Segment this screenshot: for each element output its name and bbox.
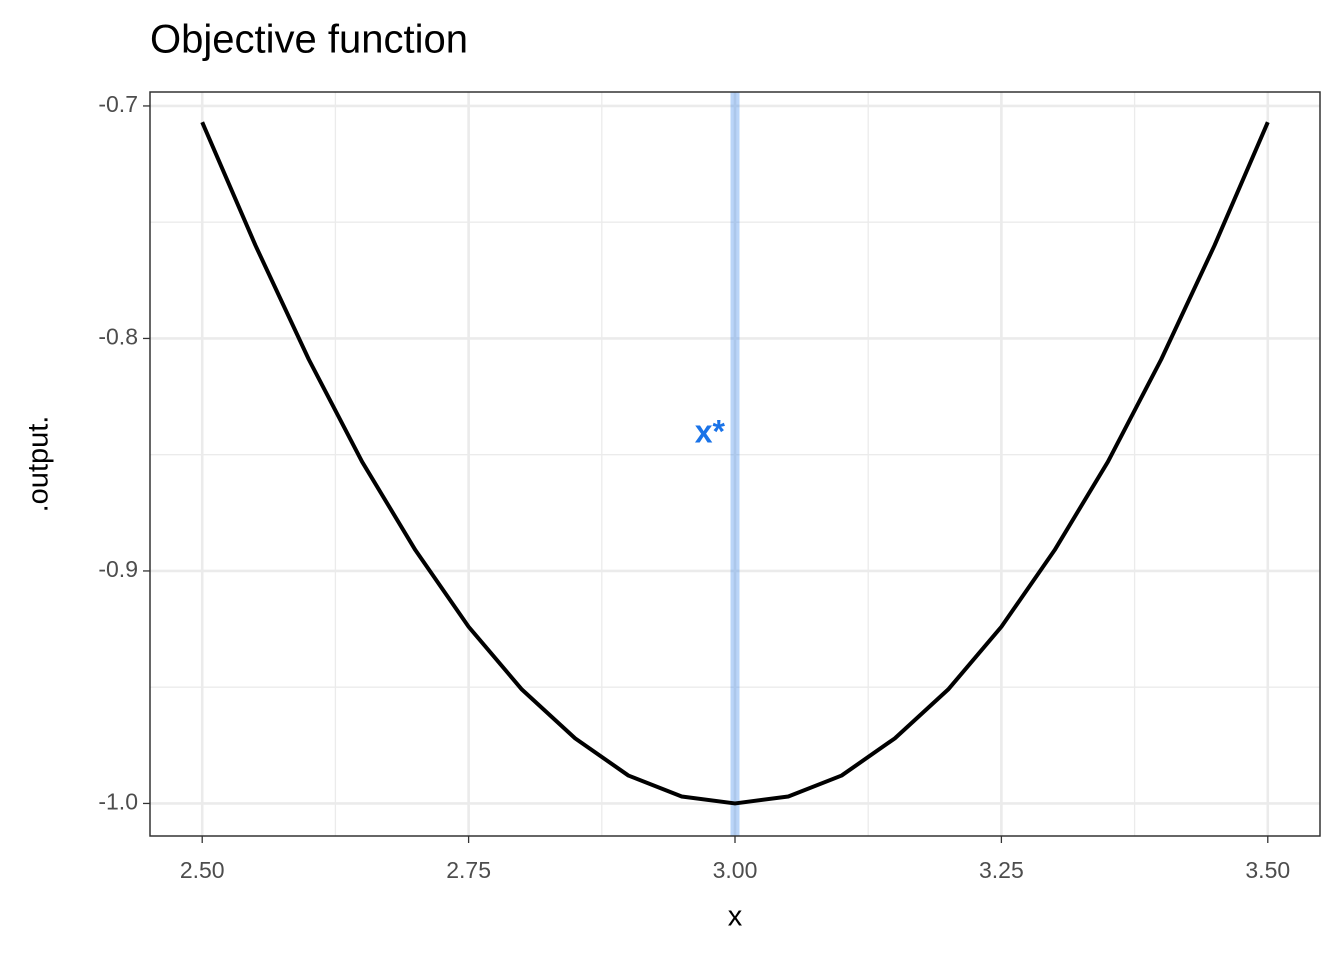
y-tick-label: -0.9 bbox=[98, 556, 138, 582]
x-tick-label: 3.50 bbox=[1245, 857, 1290, 883]
x-tick-label: 3.25 bbox=[979, 857, 1024, 883]
panel-border bbox=[149, 91, 1321, 837]
y-tick-label: -0.8 bbox=[98, 324, 138, 350]
y-tick-label: -0.7 bbox=[98, 91, 138, 117]
x-axis-title: x bbox=[728, 901, 743, 933]
y-axis-title: .output. bbox=[23, 416, 55, 513]
x-tick-label: 3.00 bbox=[713, 857, 758, 883]
x-tick-label: 2.50 bbox=[180, 857, 225, 883]
reference-label: x* bbox=[695, 413, 726, 449]
chart-title: Objective function bbox=[150, 18, 468, 62]
y-tick-label: -1.0 bbox=[98, 789, 138, 815]
curve bbox=[200, 121, 1270, 806]
x-tick-label: 2.75 bbox=[446, 857, 491, 883]
